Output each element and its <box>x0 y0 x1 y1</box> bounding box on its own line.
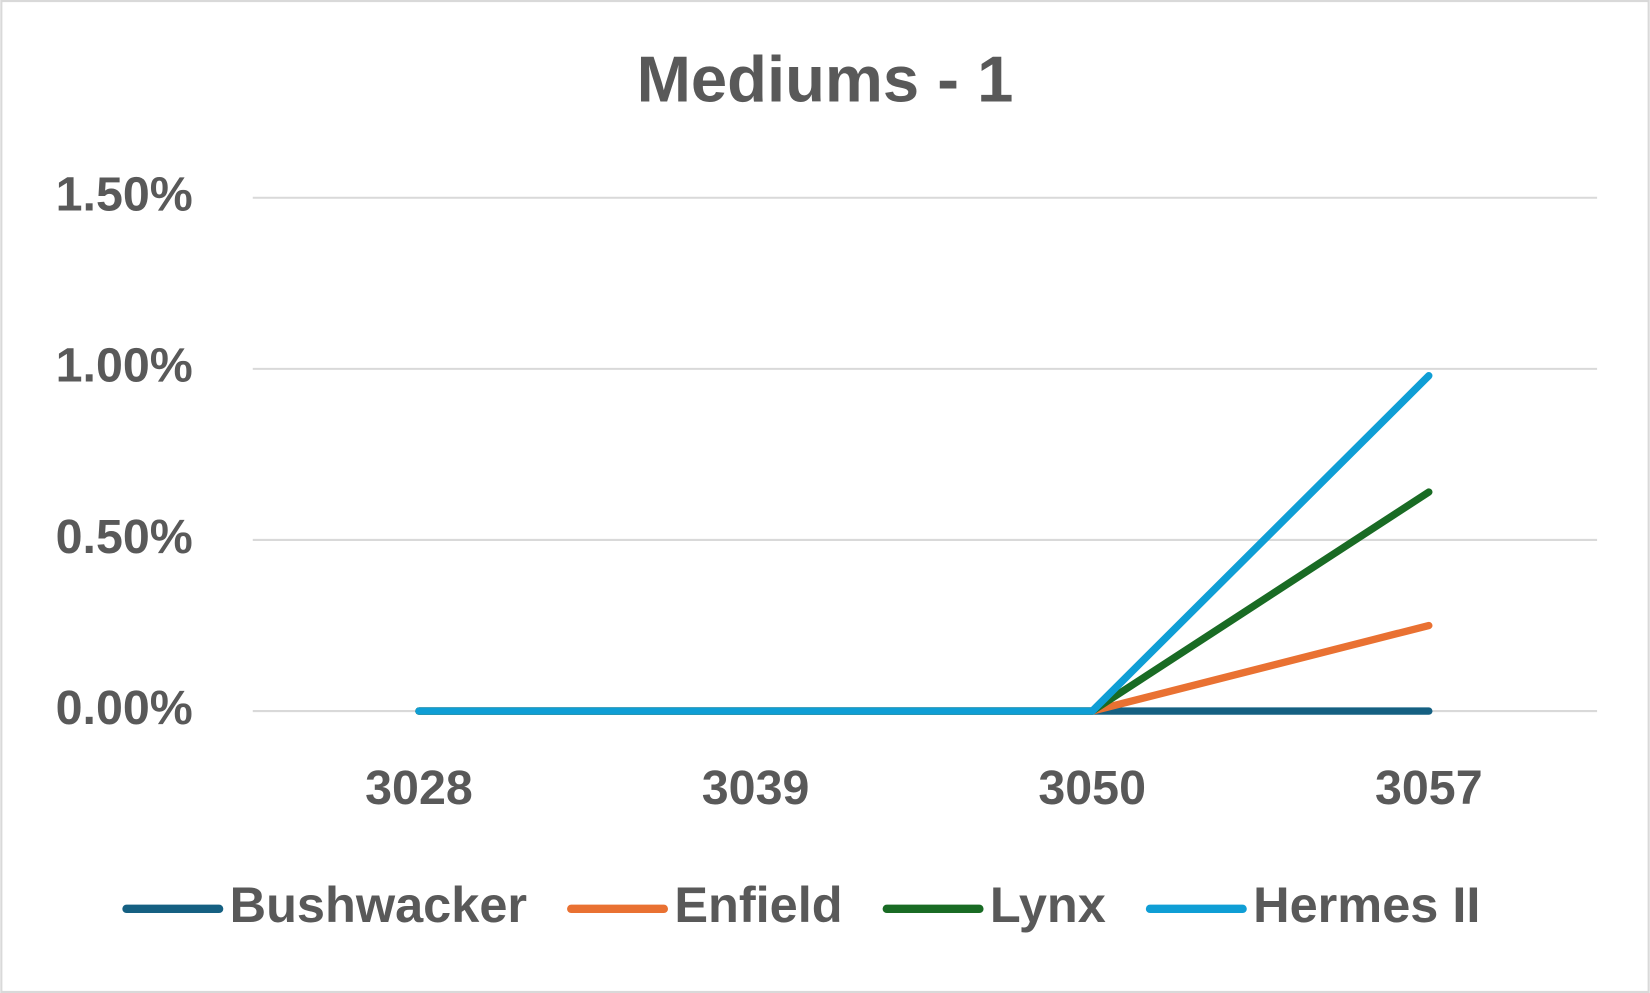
x-tick-label: 3057 <box>1375 761 1483 815</box>
legend-label: Lynx <box>990 876 1106 933</box>
x-tick-label: 3028 <box>365 761 473 815</box>
y-tick-label: 0.00% <box>56 681 193 735</box>
y-tick-label: 0.50% <box>56 510 193 564</box>
series-line <box>415 372 1433 715</box>
y-tick-label: 1.00% <box>56 339 193 393</box>
x-tick-label: 3039 <box>702 761 810 815</box>
legend-label: Bushwacker <box>230 876 527 933</box>
chart-title: Mediums - 1 <box>637 42 1014 115</box>
x-tick-label: 3050 <box>1038 761 1146 815</box>
legend-label: Hermes II <box>1253 876 1480 933</box>
y-tick-label: 1.50% <box>56 168 193 222</box>
legend-label: Enfield <box>674 876 842 933</box>
